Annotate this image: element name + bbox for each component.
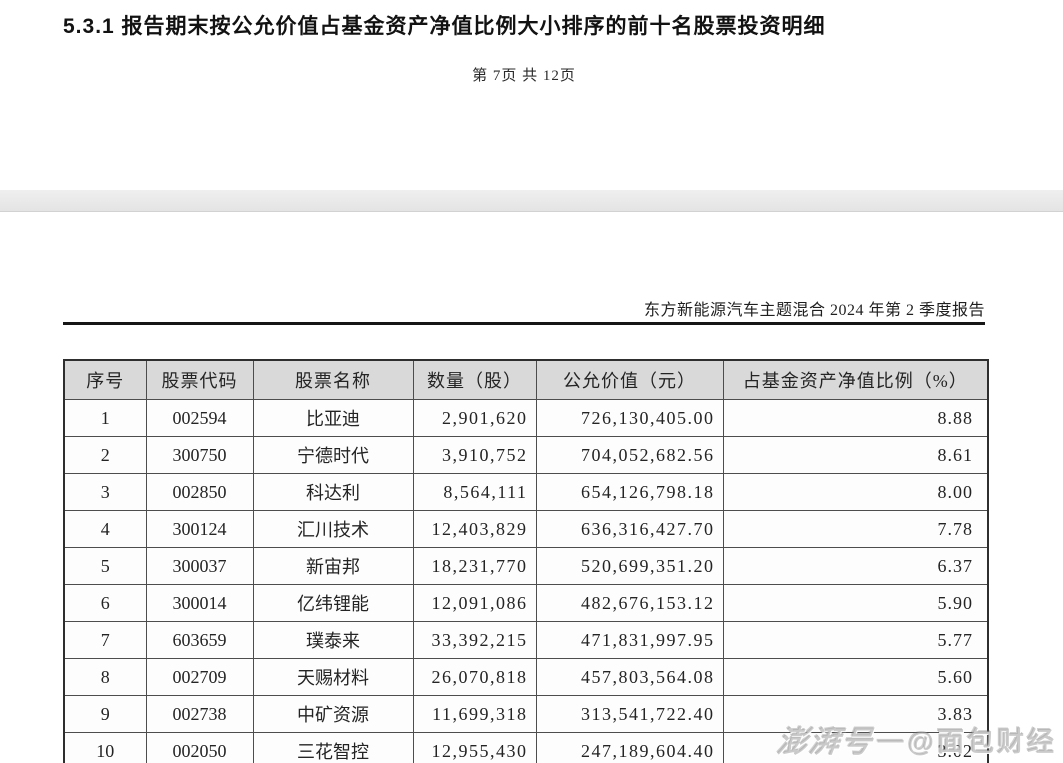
cell-serial-number: 4 <box>63 510 147 548</box>
cell-stock-name: 璞泰来 <box>252 621 414 659</box>
cell-stock-code: 002594 <box>145 399 254 437</box>
cell-nav-ratio: 3.02 <box>722 732 989 763</box>
table-row: 4 300124 汇川技术 12,403,829 636,316,427.70 7.78 <box>63 510 989 548</box>
cell-stock-name: 中矿资源 <box>252 695 414 733</box>
table-row: 7 603659 璞泰来 33,392,215 471,831,997.95 5.77 <box>63 621 989 659</box>
cell-quantity: 2,901,620 <box>412 399 537 437</box>
cell-fair-value: 726,130,405.00 <box>535 399 724 437</box>
cell-stock-name: 汇川技术 <box>252 510 414 548</box>
cell-fair-value: 520,699,351.20 <box>535 547 724 585</box>
cell-fair-value: 704,052,682.56 <box>535 436 724 474</box>
table-body: 1 002594 比亚迪 2,901,620 726,130,405.00 8.88 2 30… <box>63 399 989 763</box>
cell-nav-ratio: 8.88 <box>722 399 989 437</box>
cell-serial-number: 1 <box>63 399 147 437</box>
cell-quantity: 8,564,111 <box>412 473 537 511</box>
cell-fair-value: 654,126,798.18 <box>535 473 724 511</box>
column-header-serial-number: 序号 <box>63 359 147 400</box>
table-row: 10 002050 三花智控 12,955,430 247,189,604.40 3.02 <box>63 732 989 763</box>
cell-stock-code: 300124 <box>145 510 254 548</box>
cell-quantity: 12,403,829 <box>412 510 537 548</box>
cell-quantity: 3,910,752 <box>412 436 537 474</box>
cell-quantity: 12,091,086 <box>412 584 537 622</box>
cell-nav-ratio: 8.61 <box>722 436 989 474</box>
separator-band <box>0 190 1063 212</box>
cell-stock-name: 三花智控 <box>252 732 414 763</box>
table-row: 9 002738 中矿资源 11,699,318 313,541,722.40 3.83 <box>63 695 989 733</box>
column-header-fair-value: 公允价值（元） <box>535 359 724 400</box>
cell-serial-number: 5 <box>63 547 147 585</box>
cell-nav-ratio: 5.90 <box>722 584 989 622</box>
cell-quantity: 18,231,770 <box>412 547 537 585</box>
table-row: 1 002594 比亚迪 2,901,620 726,130,405.00 8.88 <box>63 399 989 437</box>
cell-nav-ratio: 3.83 <box>722 695 989 733</box>
cell-stock-name: 新宙邦 <box>252 547 414 585</box>
cell-serial-number: 6 <box>63 584 147 622</box>
cell-stock-code: 002709 <box>145 658 254 696</box>
cell-stock-name: 亿纬锂能 <box>252 584 414 622</box>
report-title: 东方新能源汽车主题混合 2024 年第 2 季度报告 <box>643 302 985 319</box>
cell-stock-code: 300037 <box>145 547 254 585</box>
cell-nav-ratio: 5.60 <box>722 658 989 696</box>
table-row: 6 300014 亿纬锂能 12,091,086 482,676,153.12 5.90 <box>63 584 989 622</box>
table-row: 8 002709 天赐材料 26,070,818 457,803,564.08 5.60 <box>63 658 989 696</box>
cell-fair-value: 457,803,564.08 <box>535 658 724 696</box>
cell-serial-number: 2 <box>63 436 147 474</box>
holdings-table: 序号 股票代码 股票名称 数量（股） 公允价值（元） 占基金资产净值比例（%） … <box>63 359 989 763</box>
cell-serial-number: 9 <box>63 695 147 733</box>
table-row: 5 300037 新宙邦 18,231,770 520,699,351.20 6.37 <box>63 547 989 585</box>
cell-quantity: 12,955,430 <box>412 732 537 763</box>
cell-fair-value: 636,316,427.70 <box>535 510 724 548</box>
cell-serial-number: 8 <box>63 658 147 696</box>
table-header-row: 序号 股票代码 股票名称 数量（股） 公允价值（元） 占基金资产净值比例（%） <box>63 359 989 400</box>
cell-stock-code: 603659 <box>145 621 254 659</box>
cell-nav-ratio: 5.77 <box>722 621 989 659</box>
cell-nav-ratio: 8.00 <box>722 473 989 511</box>
table-header: 序号 股票代码 股票名称 数量（股） 公允价值（元） 占基金资产净值比例（%） <box>63 359 989 400</box>
column-header-quantity: 数量（股） <box>412 359 537 400</box>
cell-fair-value: 313,541,722.40 <box>535 695 724 733</box>
cell-stock-name: 科达利 <box>252 473 414 511</box>
cell-stock-code: 002050 <box>145 732 254 763</box>
column-header-stock-code: 股票代码 <box>145 359 254 400</box>
table-row: 3 002850 科达利 8,564,111 654,126,798.18 8.00 <box>63 473 989 511</box>
cell-stock-code: 300750 <box>145 436 254 474</box>
column-header-stock-name: 股票名称 <box>252 359 414 400</box>
cell-serial-number: 7 <box>63 621 147 659</box>
cell-nav-ratio: 6.37 <box>722 547 989 585</box>
header-rule <box>63 322 985 325</box>
cell-stock-code: 300014 <box>145 584 254 622</box>
cell-fair-value: 471,831,997.95 <box>535 621 724 659</box>
cell-quantity: 11,699,318 <box>412 695 537 733</box>
cell-stock-code: 002738 <box>145 695 254 733</box>
page-indicator: 第 7页 共 12页 <box>472 68 576 84</box>
table-row: 2 300750 宁德时代 3,910,752 704,052,682.56 8.61 <box>63 436 989 474</box>
cell-stock-name: 比亚迪 <box>252 399 414 437</box>
cell-stock-name: 天赐材料 <box>252 658 414 696</box>
cell-quantity: 33,392,215 <box>412 621 537 659</box>
cell-serial-number: 3 <box>63 473 147 511</box>
column-header-nav-ratio: 占基金资产净值比例（%） <box>722 359 989 400</box>
cell-stock-name: 宁德时代 <box>252 436 414 474</box>
cell-nav-ratio: 7.78 <box>722 510 989 548</box>
cell-stock-code: 002850 <box>145 473 254 511</box>
cell-quantity: 26,070,818 <box>412 658 537 696</box>
cell-fair-value: 482,676,153.12 <box>535 584 724 622</box>
cell-fair-value: 247,189,604.40 <box>535 732 724 763</box>
section-title: 5.3.1 报告期末按公允价值占基金资产净值比例大小排序的前十名股票投资明细 <box>63 15 826 38</box>
cell-serial-number: 10 <box>63 732 147 763</box>
